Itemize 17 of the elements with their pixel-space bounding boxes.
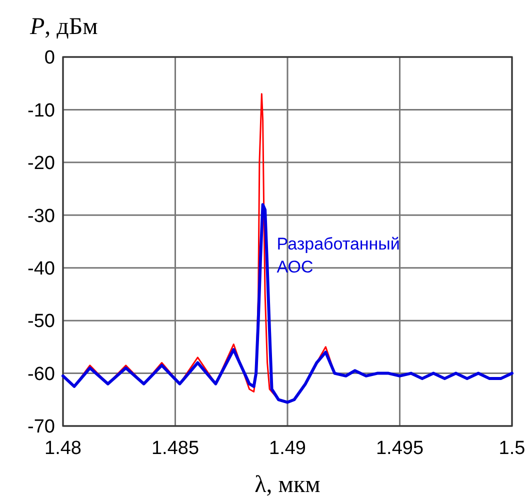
- y-tick-label: -20: [28, 153, 55, 174]
- x-tick-label: 1.495: [376, 438, 424, 459]
- x-tick-label: 1.49: [269, 438, 306, 459]
- y-axis-title: P, дБм: [29, 14, 98, 40]
- y-tick-label: -30: [28, 206, 55, 227]
- y-tick-label: -60: [28, 364, 55, 385]
- line-series: [62, 203, 514, 404]
- x-tick-label: 1.5: [498, 438, 526, 459]
- y-tick-label: -50: [28, 311, 55, 332]
- x-tick-label: 1.48: [44, 438, 82, 459]
- x-tick-label: 1.485: [151, 438, 200, 459]
- y-tick-label: 0: [44, 48, 55, 69]
- y-tick-label: -40: [28, 258, 55, 280]
- x-axis-title: λ, мкм: [254, 472, 320, 498]
- series-label: Разработанный АОС: [276, 234, 400, 277]
- y-tick-label: -10: [28, 100, 55, 122]
- y-tick-label: -70: [28, 416, 55, 438]
